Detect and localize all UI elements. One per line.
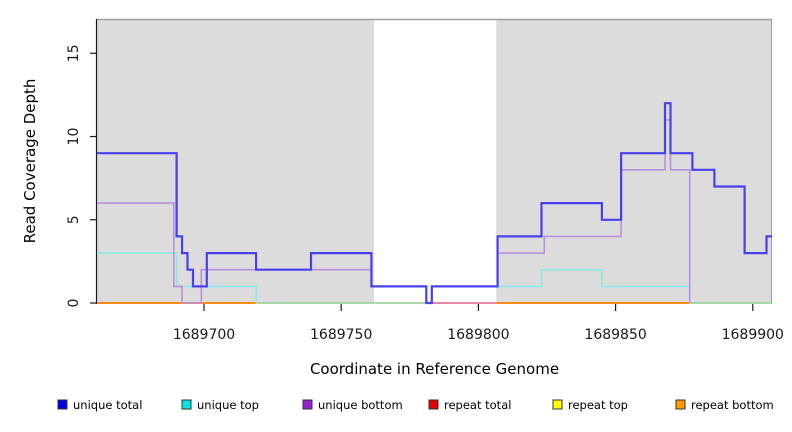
legend-label-repeat-bottom: repeat bottom	[691, 398, 774, 412]
legend-label-unique-top: unique top	[197, 398, 259, 412]
y-tick-label: 10	[66, 128, 82, 146]
legend-label-unique-total: unique total	[73, 398, 142, 412]
legend-swatch-repeat-total	[428, 399, 439, 410]
legend-swatch-unique-total	[57, 399, 68, 410]
x-tick-label: 1689900	[722, 327, 784, 343]
series-unique-bottom	[497, 119, 691, 303]
series-unique-total	[97, 102, 772, 305]
legend-label-repeat-total: repeat total	[444, 398, 511, 412]
x-tick-label: 1689800	[447, 327, 509, 343]
x-axis-title: Coordinate in Reference Genome	[309, 360, 560, 378]
x-tick-label: 1689750	[310, 327, 372, 343]
y-tick-label: 0	[66, 299, 82, 308]
y-tick-label: 15	[66, 44, 82, 62]
legend-label-unique-bottom: unique bottom	[318, 398, 403, 412]
x-tick-label: 1689850	[584, 327, 646, 343]
legend-swatch-unique-top	[181, 399, 192, 410]
y-axis-title: Read Coverage Depth	[21, 78, 39, 244]
unshaded-region	[374, 20, 497, 303]
y-tick-label: 5	[66, 215, 82, 224]
x-tick-label: 1689700	[173, 327, 235, 343]
legend-label-repeat-top: repeat top	[568, 398, 628, 412]
legend-swatch-repeat-bottom	[675, 399, 686, 410]
legend-swatch-repeat-top	[552, 399, 563, 410]
legend-swatch-unique-bottom	[302, 399, 313, 410]
